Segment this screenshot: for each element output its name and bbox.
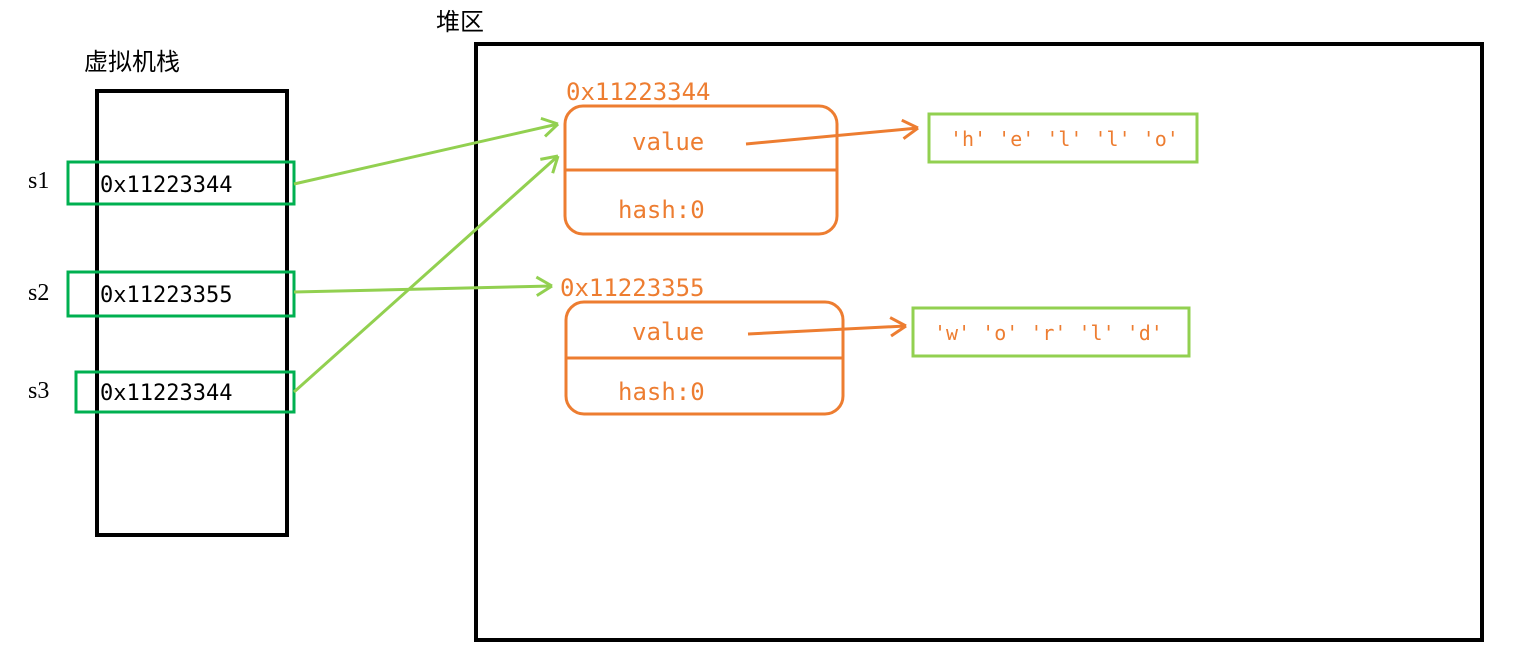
heap-obj-value: value [632, 128, 704, 156]
heap-obj-value: value [632, 318, 704, 346]
heap-obj-hash: hash:0 [618, 378, 705, 406]
heap-obj-addr: 0x11223355 [560, 274, 705, 302]
stack-var-label: s3 [28, 378, 49, 404]
stack-var-label: s2 [28, 280, 49, 306]
heap-obj-addr: 0x11223344 [566, 78, 711, 106]
stack-title: 虚拟机栈 [84, 49, 180, 76]
char-array-text: 'w' 'o' 'r' 'l' 'd' [934, 321, 1163, 345]
heap-title: 堆区 [436, 9, 484, 36]
heap-obj-hash: hash:0 [618, 196, 705, 224]
stack-var-label: s1 [28, 168, 49, 194]
char-array-text: 'h' 'e' 'l' 'l' 'o' [950, 127, 1179, 151]
stack-var-addr: 0x11223355 [100, 283, 232, 308]
canvas-bg [0, 0, 1518, 654]
stack-var-addr: 0x11223344 [100, 381, 232, 406]
stack-var-addr: 0x11223344 [100, 173, 232, 198]
